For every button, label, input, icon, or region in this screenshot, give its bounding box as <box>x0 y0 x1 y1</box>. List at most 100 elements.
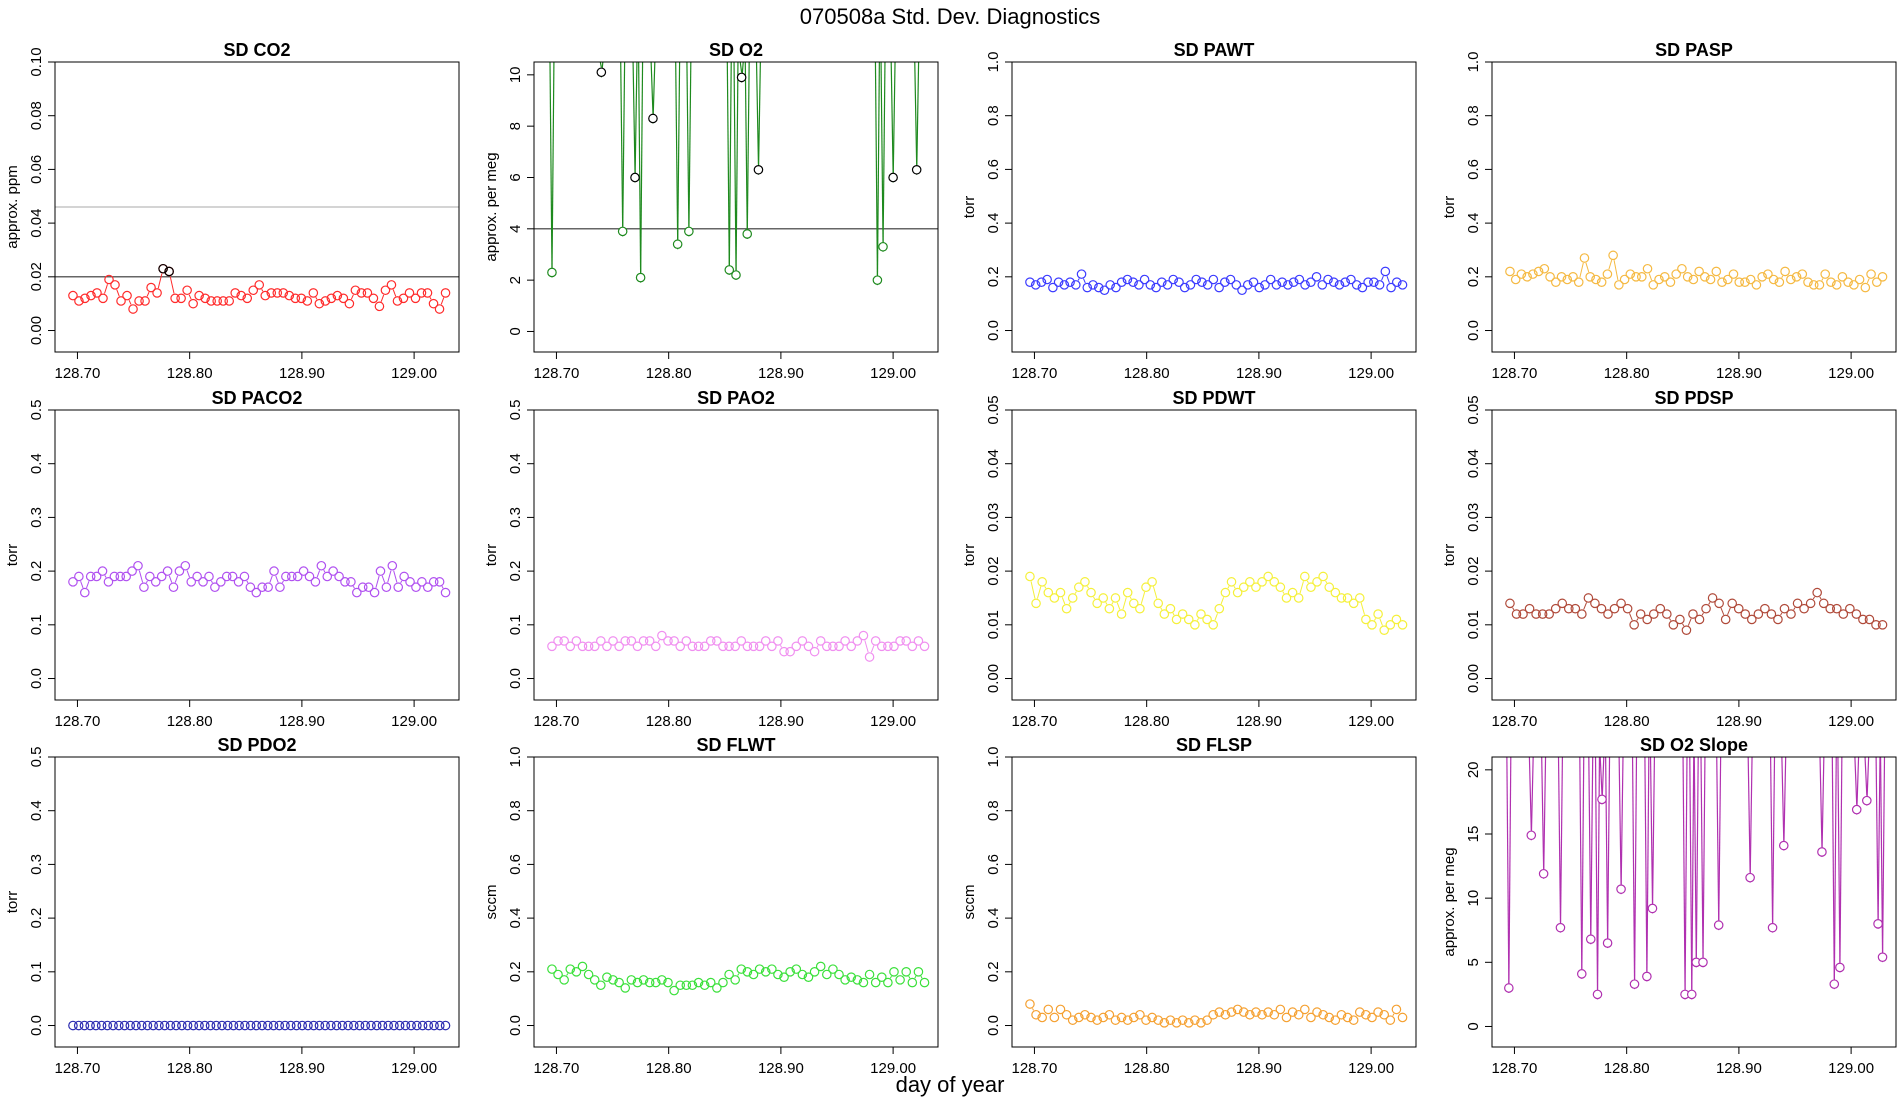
data-point <box>1275 582 1286 593</box>
data-point <box>614 977 624 988</box>
data-point <box>1048 282 1058 293</box>
data-point <box>1642 971 1652 982</box>
data-point <box>1642 614 1653 625</box>
data-point <box>888 172 898 183</box>
data-point <box>1031 1009 1041 1020</box>
series-segment <box>1068 602 1071 605</box>
data-point <box>1780 266 1790 277</box>
data-point <box>602 641 612 652</box>
data-point <box>1681 625 1692 635</box>
data-point <box>1665 277 1676 287</box>
data-point <box>199 1020 210 1031</box>
y-tick-label: 10 <box>1465 890 1482 907</box>
x-tick-label: 128.80 <box>167 1060 213 1077</box>
data-point <box>650 641 661 652</box>
spike-line <box>892 62 896 183</box>
series-segment <box>1220 597 1225 605</box>
x-tick-label: 128.70 <box>54 713 100 730</box>
data-point <box>553 969 563 980</box>
spike-line <box>1837 757 1841 963</box>
data-point <box>852 975 863 985</box>
data-point <box>577 641 588 652</box>
spike-line <box>1839 757 1843 973</box>
spike-line <box>1596 757 1601 1000</box>
y-tick-label: 0 <box>507 327 524 335</box>
data-point <box>1214 1007 1225 1017</box>
series-segment <box>1379 618 1383 626</box>
data-point <box>291 1020 302 1031</box>
data-point <box>121 571 131 582</box>
data-point <box>1141 1015 1151 1025</box>
data-point <box>626 636 637 646</box>
data-point <box>687 980 698 991</box>
series-segment <box>400 580 403 584</box>
data-point <box>846 641 857 652</box>
data-point <box>864 969 875 980</box>
series-segment <box>375 575 380 588</box>
data-point <box>1271 280 1282 290</box>
data-point <box>134 296 144 306</box>
data-point <box>286 571 297 582</box>
data-point <box>125 1020 136 1031</box>
data-point <box>1694 614 1705 625</box>
data-point <box>872 275 883 285</box>
data-point <box>1342 593 1353 603</box>
data-point <box>206 296 216 306</box>
spike-line <box>746 62 750 239</box>
sd-o2-slope-ylabel: approx. per meg <box>1441 847 1458 956</box>
spike-line <box>755 62 760 165</box>
data-point <box>1385 1015 1396 1025</box>
data-point <box>754 964 765 974</box>
data-point <box>171 1020 181 1031</box>
sd-pdsp-title: SD PDSP <box>1654 388 1733 408</box>
data-point <box>1590 598 1600 609</box>
data-point <box>1036 277 1047 287</box>
y-tick-label: 0.4 <box>507 908 524 929</box>
data-point <box>1792 598 1803 609</box>
data-point <box>1745 872 1755 883</box>
data-point <box>366 1020 376 1031</box>
sd-flsp-plot-area <box>1025 999 1408 1028</box>
data-point <box>302 296 313 306</box>
data-point <box>1245 577 1255 587</box>
data-point <box>251 587 262 598</box>
data-point <box>1694 266 1704 277</box>
data-point <box>92 288 102 298</box>
data-point <box>1043 1004 1054 1015</box>
data-point <box>650 977 661 988</box>
series-segment <box>1282 591 1285 594</box>
sd-pawt-title: SD PAWT <box>1174 40 1255 60</box>
data-point <box>412 1020 422 1031</box>
sd-paco2-plot-area <box>68 560 451 598</box>
data-point <box>392 296 403 306</box>
data-point <box>1688 609 1698 619</box>
data-point <box>102 1020 113 1031</box>
data-point <box>1551 277 1561 287</box>
data-point <box>822 969 832 980</box>
data-point <box>139 582 149 593</box>
x-tick-label: 128.80 <box>646 1060 692 1077</box>
y-tick-label: 1.0 <box>1465 52 1482 73</box>
data-point <box>724 265 735 275</box>
data-point <box>145 571 155 582</box>
data-point <box>731 270 741 280</box>
data-point <box>131 1020 141 1031</box>
data-point <box>1385 620 1396 630</box>
data-point <box>192 571 202 582</box>
data-point <box>895 975 905 985</box>
sd-flwt-plot-area <box>547 961 930 996</box>
data-point <box>1098 1012 1109 1023</box>
data-point <box>1622 603 1633 614</box>
data-point <box>377 1020 388 1031</box>
series-segment <box>1636 618 1639 621</box>
data-point <box>222 1020 233 1031</box>
data-point <box>1074 582 1084 593</box>
data-point <box>828 964 838 974</box>
x-tick-label: 129.00 <box>391 365 437 382</box>
data-point <box>1763 269 1773 279</box>
data-point <box>240 1020 250 1031</box>
spike-line <box>1594 757 1599 990</box>
data-point <box>1080 1009 1090 1020</box>
data-point <box>1391 614 1402 625</box>
x-tick-label: 129.00 <box>1828 1060 1874 1077</box>
